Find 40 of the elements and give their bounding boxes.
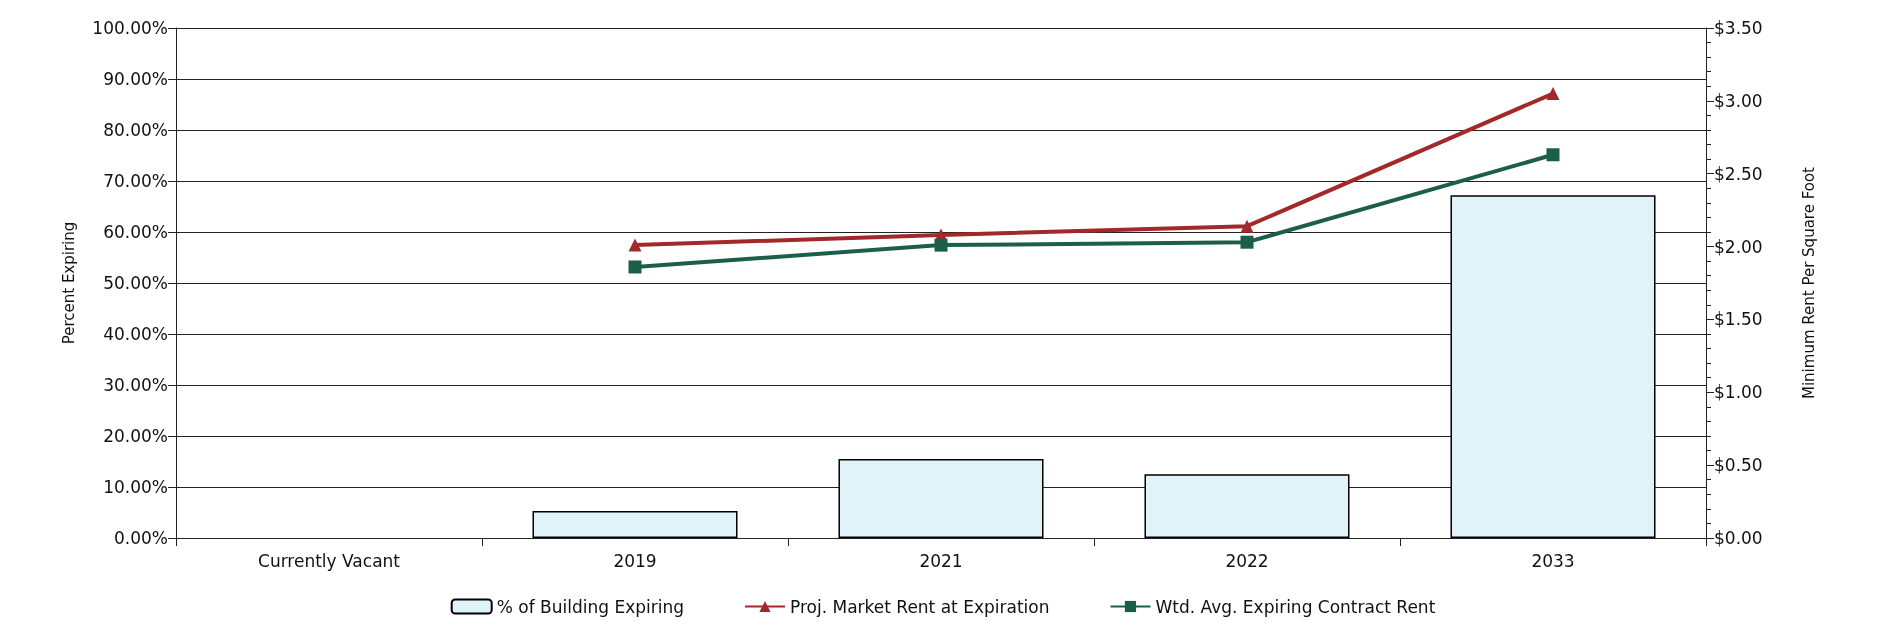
y2-tick-label: $1.50 — [1714, 309, 1763, 330]
y2-axis-title: Minimum Rent Per Square Foot — [1799, 166, 1818, 399]
y-tick-label: 20.00% — [103, 426, 168, 446]
y-tick-label: 10.00% — [103, 477, 168, 497]
point — [934, 238, 948, 252]
legend-label: Proj. Market Rent at Expiration — [790, 596, 1050, 617]
y-tick-label: 0.00% — [113, 528, 168, 548]
point — [1240, 235, 1254, 249]
bar — [1450, 195, 1656, 538]
x-tick-label: 2019 — [613, 550, 657, 571]
x-tick-label: 2033 — [1531, 550, 1575, 571]
point — [1546, 87, 1560, 101]
legend-label: Wtd. Avg. Expiring Contract Rent — [1155, 596, 1436, 617]
x-tick-label: 2021 — [919, 550, 963, 571]
point — [628, 238, 642, 252]
point — [628, 260, 642, 274]
y-tick-label: 80.00% — [103, 120, 168, 140]
y2-tick-label: $3.00 — [1714, 90, 1763, 111]
legend-label: % of Building Expiring — [496, 596, 684, 617]
bar — [838, 458, 1044, 538]
bar — [1144, 474, 1350, 538]
y2-tick-label: $2.50 — [1714, 163, 1763, 184]
y2-tick-label: $2.00 — [1714, 236, 1763, 257]
point — [1546, 148, 1560, 162]
y-tick-label: 30.00% — [103, 375, 168, 395]
y-tick-label: 90.00% — [103, 69, 168, 89]
x-tick-label: Currently Vacant — [258, 550, 401, 571]
y2-tick-label: $0.50 — [1714, 455, 1763, 476]
y-tick-label: 40.00% — [103, 324, 168, 344]
point — [1240, 219, 1254, 233]
y-tick-label: 100.00% — [92, 18, 168, 38]
y-tick-label: 50.00% — [103, 273, 168, 293]
y2-tick-label: $1.00 — [1714, 382, 1763, 403]
bar — [532, 510, 738, 538]
y2-tick-label: $3.50 — [1714, 18, 1763, 38]
x-tick-label: 2022 — [1225, 550, 1269, 571]
y-tick-label: 70.00% — [103, 171, 168, 191]
y-axis-title: Percent Expiring — [59, 221, 78, 345]
y2-tick-label: $0.00 — [1714, 528, 1763, 548]
y-tick-label: 60.00% — [103, 222, 168, 242]
